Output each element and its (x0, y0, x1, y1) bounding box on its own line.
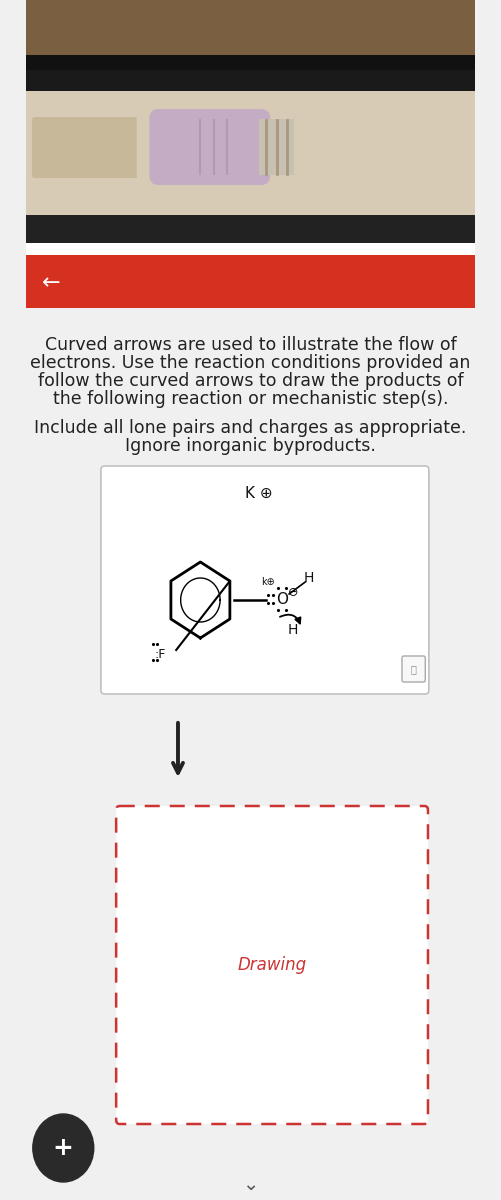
Bar (26, 242, 474, 254)
Text: O: O (276, 593, 288, 607)
Text: +: + (53, 1136, 74, 1160)
FancyBboxPatch shape (149, 109, 270, 185)
Text: K ⊕: K ⊕ (245, 486, 273, 500)
Text: Include all lone pairs and charges as appropriate.: Include all lone pairs and charges as ap… (35, 419, 467, 437)
Text: k⊕: k⊕ (261, 577, 275, 587)
Text: ⌄: ⌄ (242, 1176, 259, 1194)
Bar (26, 0, 474, 60)
Text: H: H (304, 571, 314, 584)
FancyBboxPatch shape (101, 466, 429, 694)
FancyBboxPatch shape (402, 656, 425, 682)
Bar (26, 308, 474, 1200)
FancyBboxPatch shape (22, 91, 478, 218)
FancyArrowPatch shape (280, 614, 301, 624)
Text: follow the curved arrows to draw the products of: follow the curved arrows to draw the pro… (38, 372, 463, 390)
Text: the following reaction or mechanistic step(s).: the following reaction or mechanistic st… (53, 390, 448, 408)
Circle shape (33, 1114, 94, 1182)
Bar (26, 55, 474, 70)
FancyBboxPatch shape (32, 116, 154, 178)
FancyBboxPatch shape (116, 806, 428, 1124)
Bar (26, 215, 474, 245)
Text: ←: ← (42, 272, 60, 293)
Text: 🔍: 🔍 (411, 664, 416, 674)
Bar (26, 254, 474, 308)
Text: H: H (288, 623, 298, 637)
Text: electrons. Use the reaction conditions provided an: electrons. Use the reaction conditions p… (31, 354, 471, 372)
Text: Ignore inorganic byproducts.: Ignore inorganic byproducts. (125, 437, 376, 455)
Text: Drawing: Drawing (237, 956, 307, 974)
Text: Curved arrows are used to illustrate the flow of: Curved arrows are used to illustrate the… (45, 336, 456, 354)
Bar (259, 119, 295, 175)
FancyBboxPatch shape (137, 112, 479, 182)
Text: ⊖: ⊖ (288, 586, 298, 599)
Bar (26, 0, 474, 280)
Text: :F: :F (154, 648, 166, 661)
